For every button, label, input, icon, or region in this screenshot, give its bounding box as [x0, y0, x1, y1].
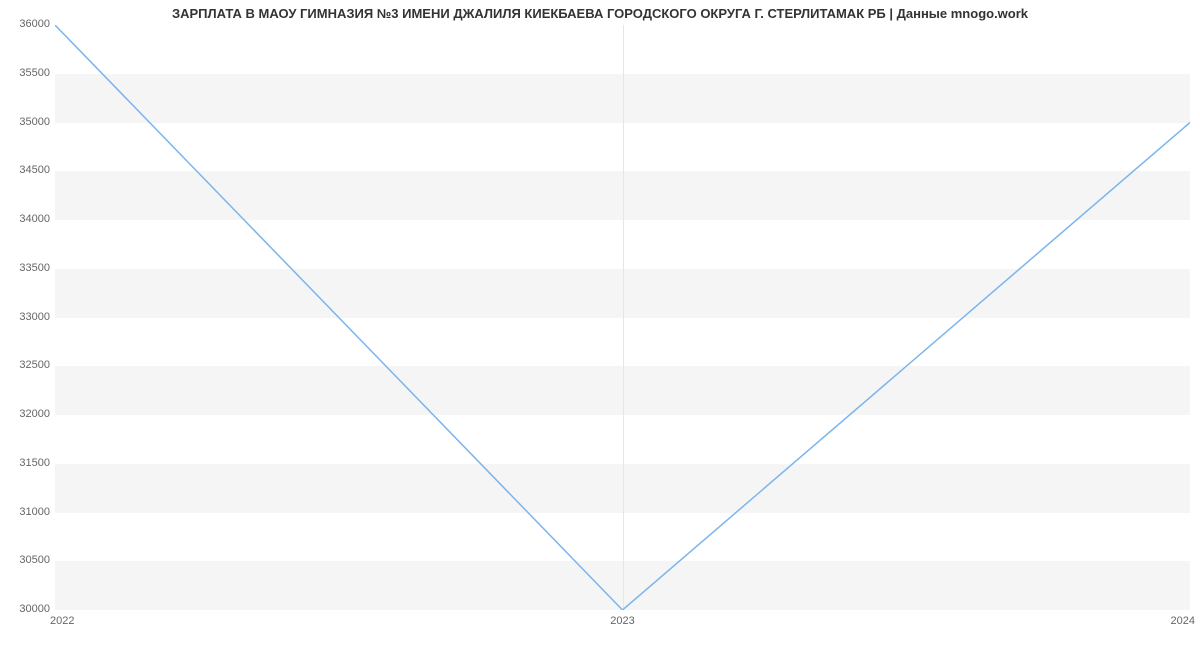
y-axis-tick-label: 33000 [5, 311, 50, 323]
y-axis-tick-label: 35500 [5, 67, 50, 79]
salary-line-chart: ЗАРПЛАТА В МАОУ ГИМНАЗИЯ №3 ИМЕНИ ДЖАЛИЛ… [0, 0, 1200, 650]
y-axis-tick-label: 35000 [5, 116, 50, 128]
y-axis-tick-label: 31500 [5, 457, 50, 469]
y-axis-tick-label: 33500 [5, 262, 50, 274]
plot-area: 3000030500310003150032000325003300033500… [55, 25, 1190, 610]
y-axis-tick-label: 30500 [5, 554, 50, 566]
y-axis-tick-label: 36000 [5, 18, 50, 30]
y-axis-tick-label: 30000 [5, 603, 50, 615]
y-axis-tick-label: 32000 [5, 408, 50, 420]
x-axis-tick-label: 2023 [593, 615, 653, 627]
x-axis-tick-label: 2022 [50, 615, 110, 627]
y-axis-tick-label: 31000 [5, 506, 50, 518]
y-axis-tick-label: 34500 [5, 164, 50, 176]
line-series [55, 25, 1190, 610]
chart-title: ЗАРПЛАТА В МАОУ ГИМНАЗИЯ №3 ИМЕНИ ДЖАЛИЛ… [0, 0, 1200, 21]
y-axis-tick-label: 34000 [5, 213, 50, 225]
y-axis-tick-label: 32500 [5, 359, 50, 371]
x-axis-tick-label: 2024 [1135, 615, 1195, 627]
